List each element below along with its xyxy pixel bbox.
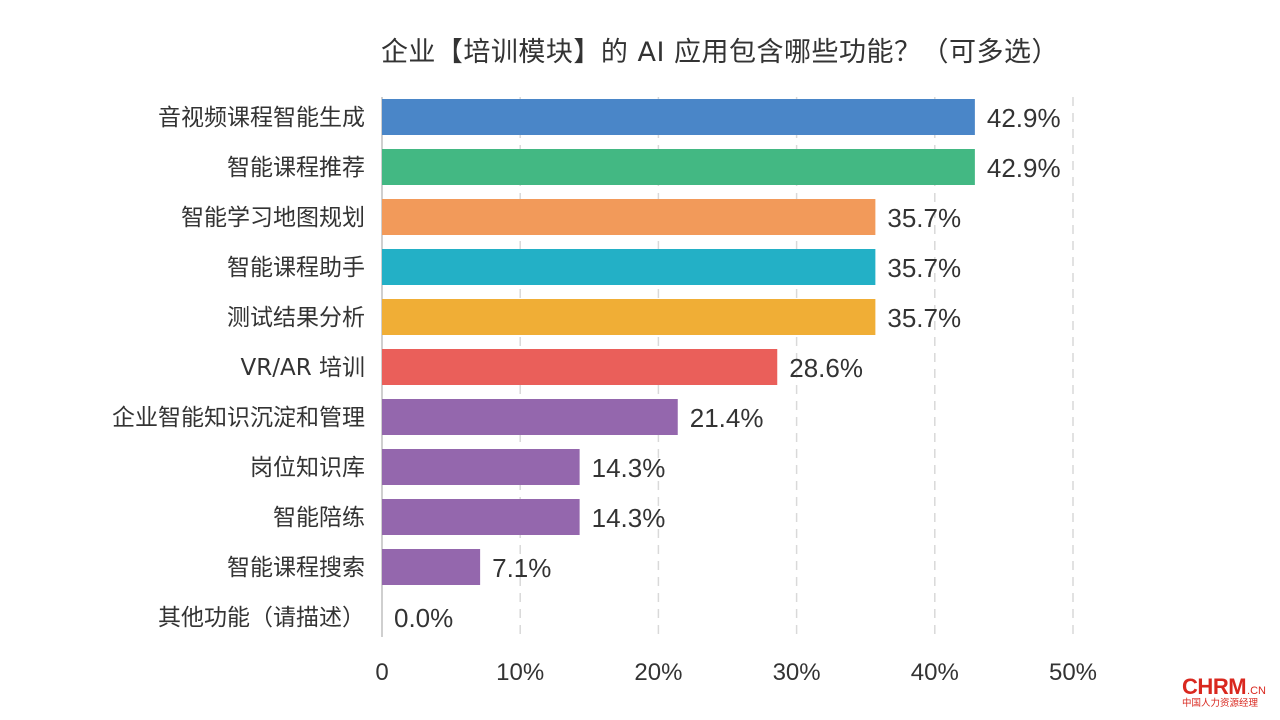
category-label: 其他功能（请描述） (158, 605, 365, 631)
category-label: 智能课程搜索 (227, 555, 365, 581)
category-label: 企业智能知识沉淀和管理 (112, 405, 365, 431)
bar (382, 399, 678, 435)
bar (382, 299, 876, 335)
x-tick-label: 40% (911, 659, 959, 686)
category-label: 智能课程推荐 (227, 155, 365, 181)
x-tick-label: 30% (773, 659, 821, 686)
logo-suffix-text: .CN (1247, 684, 1266, 697)
bar (382, 349, 778, 385)
x-tick-label: 0 (375, 659, 388, 686)
bar (382, 99, 975, 135)
x-tick-label: 50% (1049, 659, 1097, 686)
chart-title: 企业【培训模块】的 AI 应用包含哪些功能？（可多选） (380, 37, 1060, 68)
x-tick-label: 10% (496, 659, 544, 686)
data-label: 35.7% (887, 253, 961, 283)
data-label: 14.3% (592, 453, 666, 483)
category-label: 岗位知识库 (250, 455, 365, 481)
bar (382, 249, 876, 285)
data-label: 7.1% (492, 553, 551, 583)
chrm-logo: CHRM.CN 中国人力资源经理 (1182, 673, 1266, 709)
data-label: 35.7% (887, 203, 961, 233)
category-label: 智能学习地图规划 (181, 205, 365, 231)
data-label: 0.0% (394, 603, 453, 633)
category-label: VR/AR 培训 (241, 355, 366, 381)
bar (382, 549, 481, 585)
bar (382, 449, 580, 485)
category-label: 智能课程助手 (227, 255, 365, 281)
data-label: 35.7% (887, 303, 961, 333)
logo-tagline: 中国人力资源经理 (1182, 697, 1259, 709)
data-label: 28.6% (789, 353, 863, 383)
bar (382, 499, 580, 535)
category-label: 智能陪练 (273, 505, 365, 531)
logo-main-text: CHRM (1182, 673, 1247, 699)
bar (382, 149, 975, 185)
data-label: 21.4% (690, 403, 764, 433)
data-label: 14.3% (592, 503, 666, 533)
bar (382, 199, 876, 235)
data-label: 42.9% (987, 103, 1061, 133)
x-tick-label: 20% (634, 659, 682, 686)
category-label: 测试结果分析 (227, 305, 365, 331)
category-label: 音视频课程智能生成 (158, 105, 365, 131)
data-label: 42.9% (987, 153, 1061, 183)
